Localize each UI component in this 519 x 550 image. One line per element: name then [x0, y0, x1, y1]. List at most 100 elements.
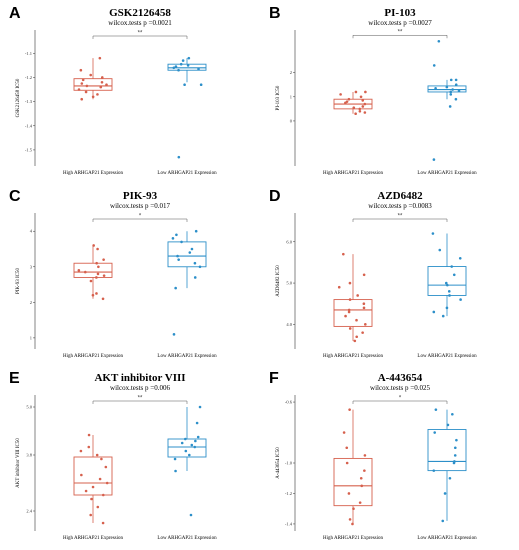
- data-point: [438, 248, 442, 252]
- panel-title: PI-103: [384, 7, 416, 19]
- panel-title: AZD6482: [377, 190, 423, 202]
- data-point: [196, 435, 200, 439]
- data-point: [100, 457, 103, 461]
- data-point: [443, 492, 447, 495]
- data-point: [96, 247, 99, 251]
- data-point: [92, 244, 95, 247]
- data-point: [101, 297, 105, 301]
- box: [427, 266, 467, 296]
- data-point: [194, 439, 197, 443]
- panel-letter: F: [269, 370, 279, 387]
- data-point: [358, 501, 362, 504]
- data-point: [89, 73, 93, 77]
- data-point: [184, 437, 187, 441]
- panel-subtitle: wilcox.tests p =0.0027: [368, 19, 432, 27]
- data-point: [348, 518, 352, 521]
- y-axis-label: A-443654 IC50: [276, 447, 281, 479]
- y-axis-label: AKT inhibitor VIII IC50: [16, 438, 21, 488]
- data-point: [195, 421, 199, 425]
- data-point: [454, 97, 458, 101]
- data-point: [194, 229, 198, 233]
- data-point: [453, 454, 457, 457]
- data-point: [197, 67, 200, 71]
- data-point: [453, 460, 456, 463]
- data-point: [101, 493, 105, 497]
- data-point: [432, 64, 436, 67]
- data-point: [444, 281, 448, 285]
- data-point: [91, 293, 95, 297]
- data-point: [337, 285, 341, 289]
- data-point: [87, 433, 91, 437]
- data-point: [183, 83, 186, 87]
- data-point: [432, 469, 436, 472]
- data-point: [364, 90, 367, 94]
- box: [167, 63, 207, 71]
- data-point: [452, 273, 456, 277]
- data-point: [446, 283, 449, 287]
- data-point: [432, 310, 436, 314]
- data-point: [347, 97, 351, 101]
- x-category-label: Low ARHGAP21 Expression: [417, 171, 477, 176]
- data-point: [342, 252, 345, 256]
- x-category-label: High ARHGAP21 Expression: [323, 536, 384, 541]
- data-point: [77, 88, 81, 91]
- data-point: [446, 423, 450, 427]
- data-point: [431, 232, 435, 235]
- data-point: [458, 256, 462, 260]
- data-point: [174, 286, 177, 290]
- box: [167, 438, 207, 458]
- data-point: [105, 481, 109, 485]
- data-point: [100, 81, 104, 84]
- data-point: [188, 251, 192, 254]
- data-point: [174, 65, 178, 68]
- data-point: [354, 112, 357, 115]
- y-tick-label: -1.5: [25, 147, 33, 152]
- data-point: [448, 476, 452, 480]
- significance-label: **: [398, 214, 403, 220]
- y-tick-label: 1: [30, 335, 32, 340]
- data-point: [96, 93, 99, 96]
- data-point: [83, 270, 87, 274]
- data-point: [193, 445, 197, 449]
- data-point: [184, 449, 188, 453]
- box: [73, 78, 113, 91]
- data-point: [190, 247, 194, 251]
- y-tick-label: 3: [30, 264, 33, 269]
- x-category-label: High ARHGAP21 Expression: [63, 536, 124, 541]
- y-tick-label: 2: [30, 300, 32, 305]
- data-point: [81, 78, 85, 82]
- data-point: [351, 522, 354, 526]
- data-point: [447, 290, 451, 293]
- data-point: [352, 507, 355, 511]
- panel-subtitle: wilcox.tests p =0.025: [370, 384, 430, 392]
- y-tick-label: -1.2: [285, 491, 292, 496]
- data-point: [359, 476, 363, 480]
- data-point: [89, 279, 93, 283]
- data-point: [361, 105, 365, 108]
- data-point: [98, 56, 102, 60]
- data-point: [342, 431, 346, 434]
- y-tick-label: 2: [290, 70, 292, 75]
- y-tick-label: -1.1: [25, 51, 32, 56]
- panel-letter: B: [269, 5, 281, 22]
- data-point: [363, 111, 367, 114]
- panel-letter: D: [269, 188, 281, 205]
- data-point: [80, 97, 84, 101]
- x-category-label: Low ARHGAP21 Expression: [417, 536, 477, 541]
- y-tick-label: 0: [290, 118, 293, 123]
- data-point: [348, 408, 351, 411]
- panel-title: GSK2126458: [109, 7, 171, 19]
- data-point: [193, 261, 197, 265]
- data-point: [457, 89, 461, 93]
- data-point: [449, 78, 453, 82]
- data-point: [362, 273, 366, 277]
- panel-title: AKT inhibitor VIII: [94, 372, 185, 384]
- data-point: [85, 84, 89, 88]
- data-point: [193, 276, 197, 279]
- y-tick-label: 5.0: [286, 281, 292, 286]
- y-tick-label: -1.4: [25, 123, 33, 128]
- box: [73, 456, 113, 496]
- box: [333, 457, 373, 507]
